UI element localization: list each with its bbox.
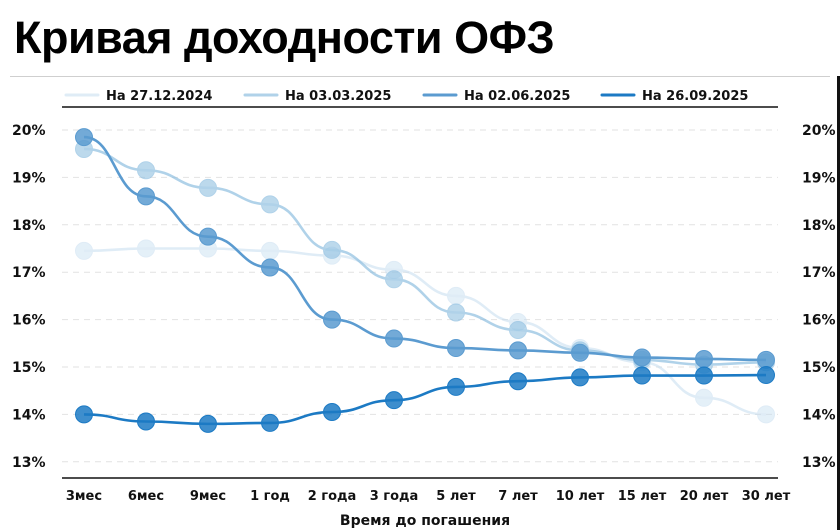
- data-point: [137, 239, 155, 258]
- series-group: [75, 128, 775, 433]
- x-axis-label: Время до погашения: [340, 513, 510, 529]
- y-tick-label-left: 20%: [12, 123, 46, 139]
- x-tick-label: 9мес: [190, 489, 226, 504]
- y-tick-label-left: 14%: [12, 407, 46, 423]
- chart-title: Кривая доходности ОФЗ: [14, 12, 555, 63]
- data-point: [695, 388, 713, 407]
- legend-item: На 02.06.2025: [422, 89, 570, 104]
- data-point: [695, 349, 713, 368]
- x-axis: 3мес 6мес 9мес 1 год 2 года 3 года 5 лет 7 лет 1…: [66, 489, 791, 504]
- series-2: [75, 139, 775, 374]
- data-point: [261, 413, 279, 432]
- x-tick-label: 6мес: [128, 489, 164, 504]
- y-tick-label-right: 19%: [802, 170, 836, 186]
- data-point: [757, 350, 775, 369]
- data-point: [75, 241, 93, 260]
- data-point: [385, 391, 403, 410]
- data-point: [137, 412, 155, 431]
- y-tick-label-left: 17%: [12, 265, 46, 281]
- y-tick-label-left: 18%: [12, 218, 46, 234]
- data-point: [75, 128, 93, 147]
- y-tick-label-right: 20%: [802, 123, 836, 139]
- series-3: [75, 128, 775, 369]
- data-point: [199, 414, 217, 433]
- data-point: [75, 405, 93, 424]
- data-point: [199, 178, 217, 197]
- data-point: [509, 372, 527, 391]
- data-point: [509, 321, 527, 340]
- series-line: [83, 247, 767, 416]
- data-point: [571, 343, 589, 362]
- data-point: [633, 366, 651, 385]
- y-tick-label-left: 16%: [12, 313, 46, 329]
- x-tick-label: 2 года: [308, 489, 357, 504]
- legend: На 27.12.2024 На 03.03.2025 На 02.06.2025 Н…: [64, 89, 748, 104]
- y-tick-label-right: 13%: [802, 455, 836, 471]
- x-tick-label: 3 года: [370, 489, 419, 504]
- right-edge-bar: [837, 76, 840, 530]
- y-tick-label-left: 13%: [12, 455, 46, 471]
- series-1: [75, 239, 775, 424]
- data-point: [199, 227, 217, 246]
- series-line: [83, 147, 767, 366]
- y-axis-left: 13% 14% 15% 16% 17% 18% 19% 20%: [12, 123, 46, 471]
- x-tick-label: 20 лет: [680, 489, 729, 504]
- data-point: [571, 368, 589, 387]
- data-point: [447, 339, 465, 358]
- data-point: [137, 161, 155, 180]
- data-point: [323, 403, 341, 422]
- legend-label: На 26.09.2025: [642, 89, 748, 104]
- y-tick-label-left: 19%: [12, 170, 46, 186]
- x-tick-label: 5 лет: [436, 489, 476, 504]
- data-point: [261, 241, 279, 260]
- x-tick-label: 1 год: [250, 489, 290, 504]
- series-4: [75, 366, 775, 433]
- data-point: [633, 348, 651, 367]
- data-point: [137, 187, 155, 206]
- x-tick-label: 30 лет: [742, 489, 791, 504]
- series-line: [83, 373, 767, 426]
- data-point: [261, 258, 279, 277]
- data-point: [261, 195, 279, 214]
- y-tick-label-right: 18%: [802, 218, 836, 234]
- legend-item: На 27.12.2024: [64, 89, 212, 104]
- data-point: [447, 303, 465, 322]
- data-point: [695, 366, 713, 385]
- x-tick-label: 7 лет: [498, 489, 538, 504]
- data-point: [757, 366, 775, 385]
- data-point: [757, 405, 775, 424]
- y-tick-label-right: 17%: [802, 265, 836, 281]
- legend-item: На 03.03.2025: [243, 89, 391, 104]
- data-point: [447, 377, 465, 396]
- legend-label: На 27.12.2024: [106, 89, 212, 104]
- data-point: [447, 286, 465, 305]
- x-tick-label: 10 лет: [556, 489, 605, 504]
- x-tick-label: 15 лет: [618, 489, 667, 504]
- data-point: [323, 310, 341, 329]
- data-point: [385, 329, 403, 348]
- y-tick-label-right: 16%: [802, 313, 836, 329]
- legend-label: На 02.06.2025: [464, 89, 570, 104]
- legend-label: На 03.03.2025: [285, 89, 391, 104]
- data-point: [385, 270, 403, 289]
- header-divider: [10, 76, 830, 77]
- grid-lines: [62, 129, 778, 463]
- data-point: [323, 240, 341, 259]
- y-tick-label-right: 15%: [802, 360, 836, 376]
- y-tick-label-left: 15%: [12, 360, 46, 376]
- legend-item: На 26.09.2025: [600, 89, 748, 104]
- y-tick-label-right: 14%: [802, 407, 836, 423]
- x-tick-label: 3мес: [66, 489, 102, 504]
- data-point: [509, 341, 527, 360]
- y-axis-right: 13% 14% 15% 16% 17% 18% 19% 20%: [802, 123, 836, 471]
